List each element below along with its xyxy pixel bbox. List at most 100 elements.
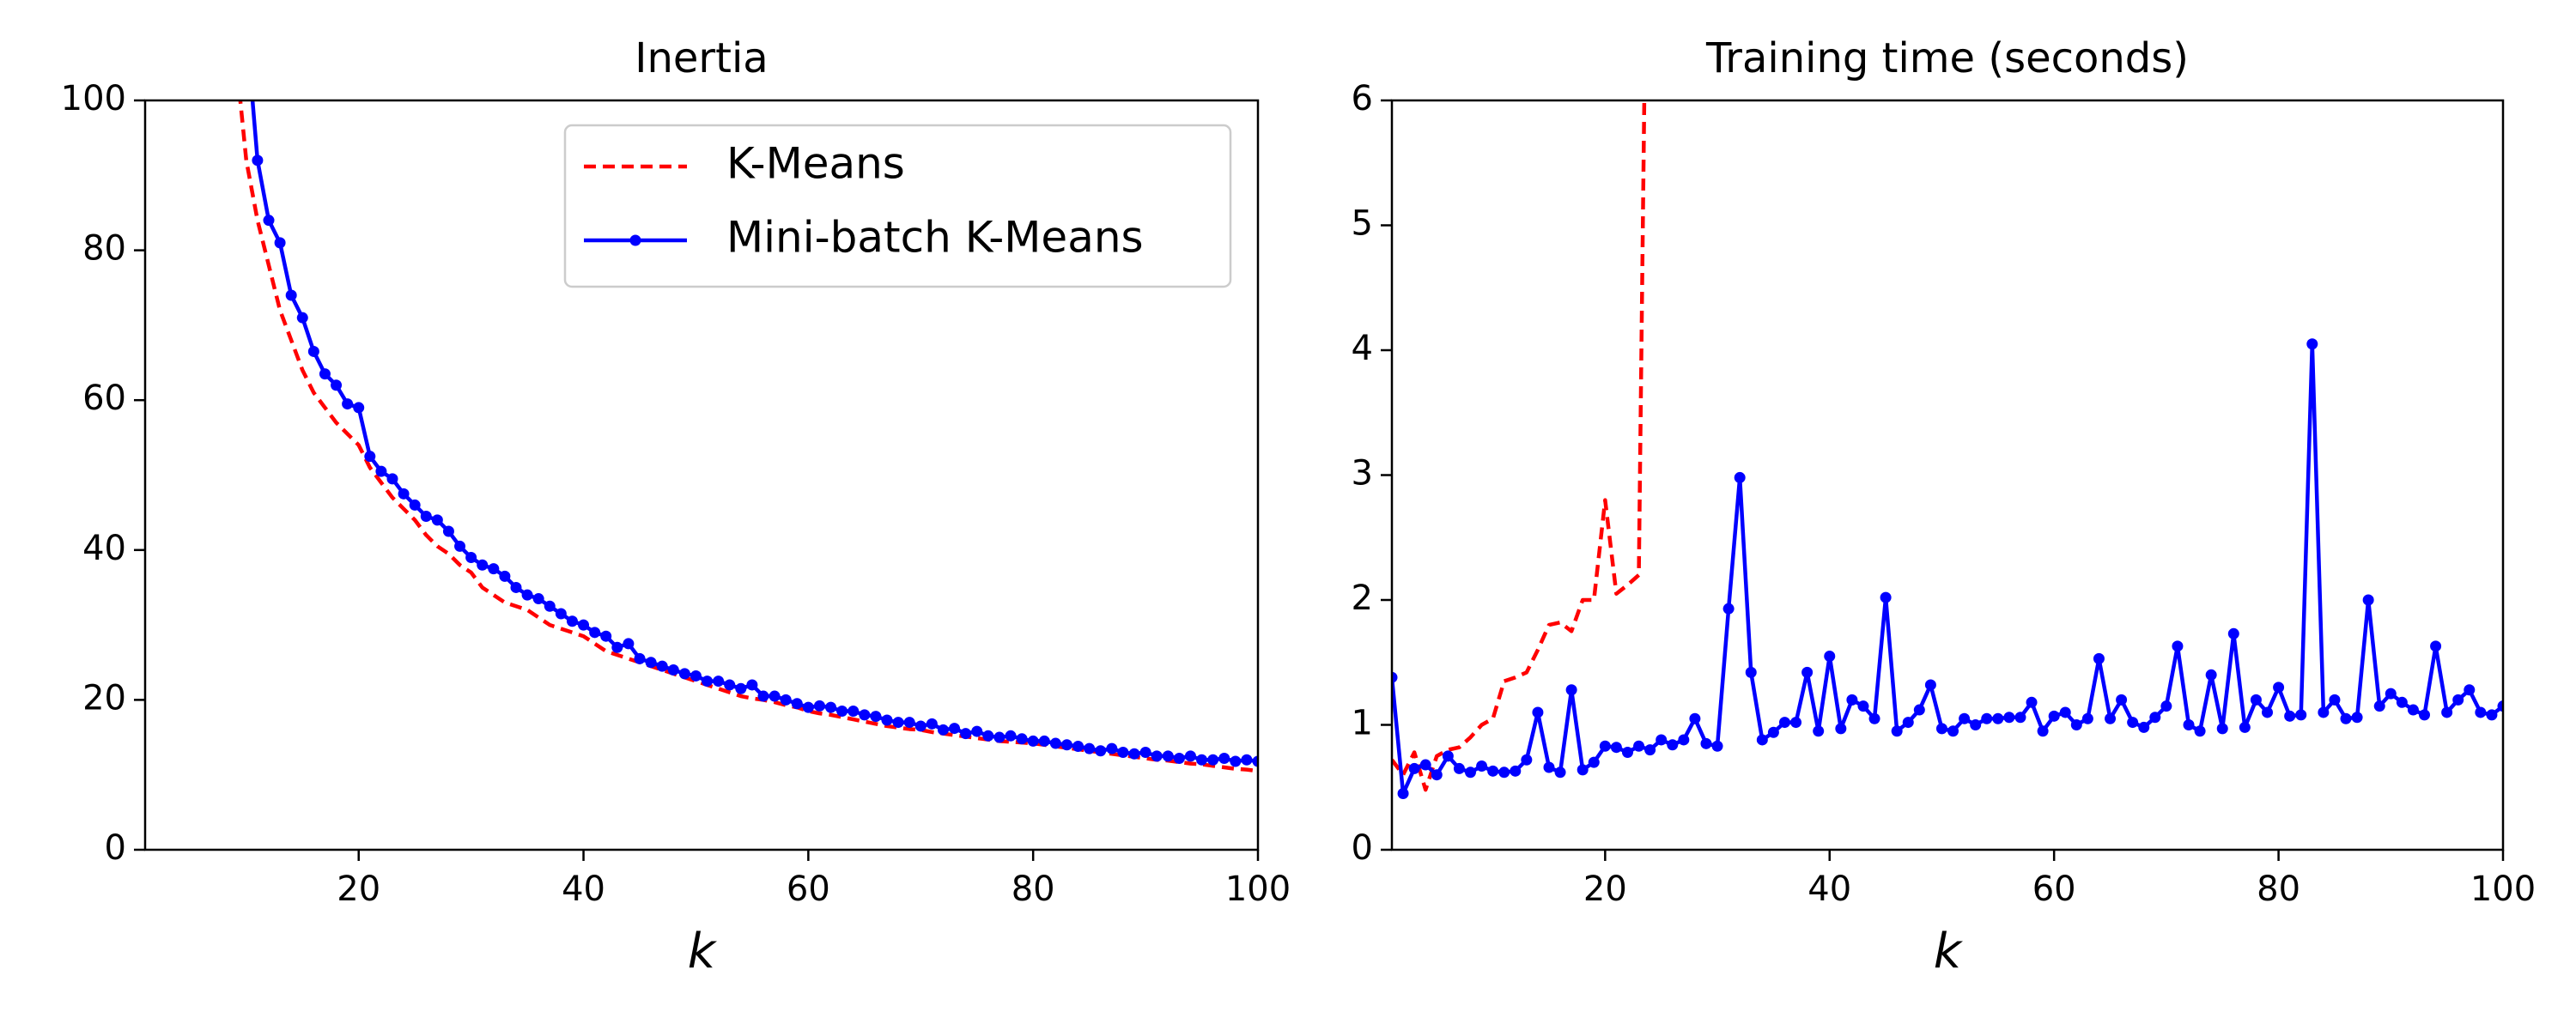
series-marker <box>735 682 747 694</box>
series-marker <box>2262 706 2274 718</box>
series-marker <box>2430 640 2442 652</box>
series-marker <box>982 730 994 742</box>
series-marker <box>2385 688 2397 700</box>
series-marker <box>2127 717 2139 729</box>
series-marker <box>757 690 769 702</box>
series-marker <box>1049 737 1061 749</box>
series-marker <box>1554 766 1566 779</box>
y-tick-label: 0 <box>1352 828 1373 868</box>
series-marker <box>1106 742 1118 754</box>
series-marker <box>386 473 398 485</box>
series-marker <box>2351 712 2363 724</box>
series-marker <box>296 312 308 324</box>
x-tick-label: 100 <box>1225 869 1291 909</box>
series-line <box>250 100 1258 764</box>
series-marker <box>926 718 938 730</box>
series-marker <box>1947 725 1959 737</box>
series-marker <box>1880 591 1892 603</box>
x-tick-label: 60 <box>2032 869 2076 909</box>
series-marker <box>375 465 387 477</box>
series-marker <box>1924 679 1936 691</box>
series-marker <box>477 559 489 571</box>
series-marker <box>1588 756 1600 768</box>
series-marker <box>2273 682 2285 694</box>
series-marker <box>1464 766 1476 779</box>
series-marker <box>2475 706 2487 718</box>
series-marker <box>2014 712 2026 724</box>
x-tick-label: 60 <box>787 869 830 909</box>
series-marker <box>960 728 972 740</box>
series-marker <box>544 600 556 612</box>
series-marker <box>555 608 567 620</box>
series-marker <box>892 717 904 729</box>
series-marker <box>1184 750 1196 762</box>
series-marker <box>2216 723 2228 735</box>
series-marker <box>623 638 635 650</box>
series-marker <box>1935 723 1947 735</box>
series-marker <box>1711 740 1723 752</box>
series-marker <box>780 694 792 706</box>
series-marker <box>1038 735 1050 747</box>
series-marker <box>1476 760 1488 772</box>
series-marker <box>465 552 477 564</box>
series-marker <box>2026 696 2038 708</box>
y-tick-label: 40 <box>82 529 126 568</box>
series-marker <box>611 641 623 653</box>
series-marker <box>1801 666 1814 678</box>
series-marker <box>1656 734 1668 746</box>
series-marker <box>678 668 690 680</box>
series-marker <box>442 525 454 537</box>
series-marker <box>690 670 702 682</box>
series-marker <box>1521 754 1533 766</box>
series-marker <box>2329 694 2341 706</box>
x-tick-label: 80 <box>2257 869 2300 909</box>
series-line <box>238 100 1258 773</box>
series-marker <box>1891 725 1903 737</box>
series-marker <box>2373 700 2385 712</box>
chart-title: Training time (seconds) <box>1705 34 2189 82</box>
x-tick-label: 40 <box>1807 869 1851 909</box>
series-marker <box>1060 739 1072 751</box>
series-marker <box>2396 696 2408 708</box>
series-marker <box>2160 700 2172 712</box>
series-marker <box>2362 594 2374 606</box>
series-marker <box>1117 747 1129 759</box>
series-marker <box>1151 750 1163 762</box>
legend-box <box>563 124 1232 288</box>
series-marker <box>1644 744 1656 756</box>
y-tick-label: 5 <box>1352 204 1373 244</box>
series-marker <box>971 725 983 737</box>
series-marker <box>510 581 522 593</box>
series-marker <box>1599 740 1611 752</box>
series-marker <box>1392 671 1398 683</box>
series-marker <box>2452 694 2464 706</box>
series-line <box>1392 342 2503 796</box>
series-marker <box>1419 759 1431 771</box>
x-tick-label: 20 <box>1583 869 1627 909</box>
series-marker <box>1700 737 1712 749</box>
series-marker <box>1241 754 1253 766</box>
series-marker <box>914 720 927 732</box>
series-marker <box>2227 627 2239 639</box>
series-marker <box>713 676 725 688</box>
series-marker <box>1510 765 1522 777</box>
y-tick-label: 80 <box>82 229 126 269</box>
series-marker <box>2093 652 2105 664</box>
series-marker <box>240 20 252 31</box>
axes-frame <box>1390 99 2505 851</box>
series-marker <box>1543 761 1555 773</box>
series-marker <box>1577 764 1589 776</box>
series-marker <box>1442 750 1454 762</box>
series-marker <box>1487 765 1499 777</box>
series-marker <box>2318 706 2330 718</box>
x-tick-label: 20 <box>337 869 380 909</box>
series-marker <box>1610 742 1622 754</box>
series-marker <box>1689 712 1701 724</box>
series-marker <box>1139 747 1151 759</box>
series-marker <box>521 589 533 601</box>
series-marker <box>1173 752 1185 764</box>
series-marker <box>1667 739 1679 751</box>
series-marker <box>1621 747 1633 759</box>
